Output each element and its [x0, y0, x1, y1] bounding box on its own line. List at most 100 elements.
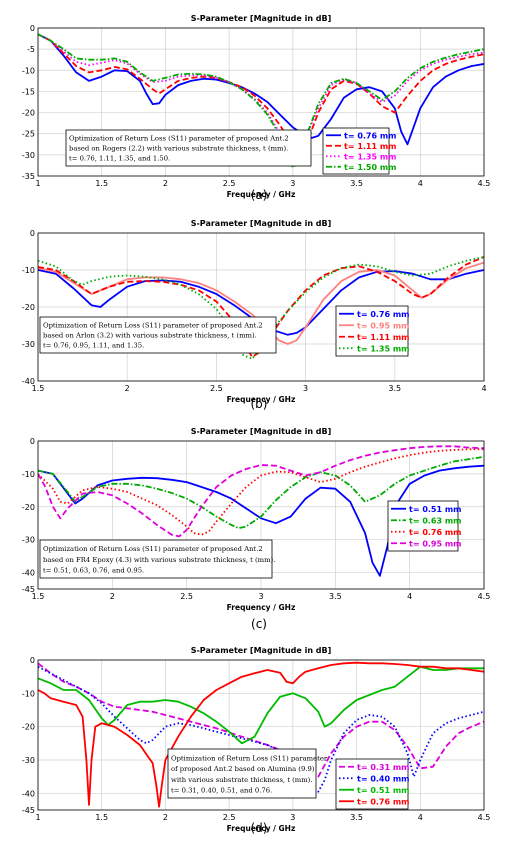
chart-svg: S-Parameter [Magnitude in dB] 1.5 2 2.5 3 3.5… [22, 427, 491, 631]
series-line [38, 661, 484, 808]
annotation-box [39, 316, 277, 354]
plot-frame [37, 659, 485, 811]
legend-label: t= 1.11 mm [357, 333, 410, 342]
panel-caption: (a) [251, 188, 268, 202]
x-tick-label: 3.5 [329, 592, 342, 601]
x-tick-label: 3 [290, 179, 295, 188]
annotation-text: with various substrate thickness, t (mm)… [171, 776, 313, 784]
x-tick-label: 4 [418, 179, 423, 188]
chart-title: S-Parameter [Magnitude in dB] [191, 646, 332, 655]
y-tick-label: -20 [22, 503, 35, 512]
y-tick-label: -10 [22, 266, 35, 275]
y-tick-label: -10 [22, 689, 35, 698]
y-tick-label: -30 [22, 536, 35, 545]
x-tick-label: 3.5 [350, 813, 363, 822]
x-tick-label: 2 [110, 592, 115, 601]
y-tick-label: -45 [22, 585, 35, 594]
chart-svg: S-Parameter [Magnitude in dB] 1.5 2 2.5 3 3.5… [22, 219, 487, 411]
y-tick-label: -35 [22, 172, 35, 181]
y-tick-label: -25 [22, 130, 35, 139]
annotation-text: t= 0.76, 1.11, 1.35, and 1.50. [69, 155, 170, 163]
x-axis-label: Frequency / GHz [227, 603, 296, 612]
series-line [38, 665, 484, 745]
x-axis-label: Frequency / GHz [227, 190, 296, 199]
chart-title: S-Parameter [Magnitude in dB] [191, 14, 332, 23]
panel-caption: (d) [251, 821, 268, 835]
series-line [38, 33, 484, 146]
chart-title: S-Parameter [Magnitude in dB] [191, 427, 332, 436]
legend-label: t= 0.95 mm [409, 539, 462, 548]
legend-label: t= 1.11 mm [344, 142, 397, 151]
legend-label: t= 0.31 mm [357, 763, 410, 772]
y-tick-label: -45 [22, 806, 35, 815]
annotation-box [39, 539, 273, 579]
x-tick-label: 2 [163, 179, 168, 188]
annotation-text: t= 0.31, 0.40, 0.51, and 0.76. [171, 787, 272, 795]
annotation-text: of proposed Ant.2 based on Alumina (9.9) [171, 765, 315, 773]
x-tick-label: 1.5 [32, 592, 45, 601]
legend-label: t= 1.35 mm [357, 344, 410, 353]
series-line [38, 455, 484, 530]
chart-title: S-Parameter [Magnitude in dB] [191, 219, 332, 228]
legend-label: t= 0.40 mm [357, 774, 410, 783]
x-tick-label: 4 [481, 384, 486, 393]
chart-panel: S-Parameter [Magnitude in dB] 1.5 2 2.5 3 3.5… [0, 423, 518, 632]
x-axis-label: Frequency / GHz [227, 824, 296, 833]
series-line [38, 445, 484, 538]
plot-frame [37, 232, 485, 382]
x-tick-label: 3 [303, 384, 308, 393]
x-tick-label: 4 [418, 813, 423, 822]
series-line [38, 33, 484, 169]
legend-label: t= 1.50 mm [344, 163, 397, 172]
x-tick-label: 1.5 [32, 384, 45, 393]
x-tick-label: 3 [258, 592, 263, 601]
x-tick-label: 1.5 [95, 813, 108, 822]
x-tick-label: 2.5 [223, 179, 236, 188]
panel-caption: (c) [251, 617, 267, 631]
chart-svg: S-Parameter [Magnitude in dB] 1 1.5 2 2.5 3 3.… [22, 646, 491, 835]
annotation-text: based on Rogers (2.2) with various subst… [69, 145, 288, 153]
y-tick-label: 0 [30, 437, 35, 446]
legend-label: t= 0.76 mm [357, 797, 410, 806]
annotation-text: Optimization of Return Loss (S11) parame… [43, 545, 263, 553]
legend-label: t= 0.95 mm [357, 321, 410, 330]
y-tick-label: -30 [22, 756, 35, 765]
y-tick-label: -20 [22, 109, 35, 118]
series-line [38, 256, 484, 358]
annotation-text: t= 0.76, 0.95, 1.11, and 1.35. [43, 342, 144, 350]
annotation-text: t= 0.51, 0.63, 0.76, and 0.95. [43, 567, 144, 575]
legend-label: t= 0.51 mm [409, 505, 462, 514]
x-tick-label: 4.5 [478, 592, 491, 601]
x-tick-label: 1 [35, 813, 40, 822]
chart-panel: S-Parameter [Magnitude in dB] 1 1.5 2 2.5 3 3.… [0, 4, 518, 203]
y-tick-label: -10 [22, 66, 35, 75]
x-tick-label: 2.5 [223, 813, 236, 822]
x-tick-label: 1.5 [95, 179, 108, 188]
legend-label: t= 1.35 mm [344, 152, 397, 161]
series-line [38, 33, 484, 156]
series-line [38, 261, 484, 345]
x-tick-label: 2 [125, 384, 130, 393]
x-axis-label: Frequency / GHz [227, 395, 296, 404]
y-tick-label: -20 [22, 303, 35, 312]
x-tick-label: 2.5 [180, 592, 193, 601]
y-tick-label: -30 [22, 340, 35, 349]
series-line [38, 464, 484, 577]
annotation-text: based on FR4 Epoxy (4.3) with various su… [43, 556, 275, 564]
x-tick-label: 2.5 [210, 384, 223, 393]
legend-label: t= 0.76 mm [357, 310, 410, 319]
x-tick-label: 4.5 [478, 813, 491, 822]
series-line [38, 33, 484, 167]
annotation-box [167, 748, 317, 799]
annotation-text: Optimization of Return Loss (S11) parame… [171, 754, 328, 762]
plot-frame [37, 27, 485, 177]
series-line [38, 665, 484, 793]
annotation-text: Optimization of Return Loss (S11) parame… [43, 322, 263, 330]
legend-label: t= 0.76 mm [344, 131, 397, 140]
x-tick-label: 3.5 [350, 179, 363, 188]
legend-label: t= 0.51 mm [357, 786, 410, 795]
y-tick-label: -40 [22, 789, 35, 798]
chart-panel: S-Parameter [Magnitude in dB] 1 1.5 2 2.5 3 3.… [0, 642, 518, 844]
y-tick-label: -5 [27, 45, 35, 54]
